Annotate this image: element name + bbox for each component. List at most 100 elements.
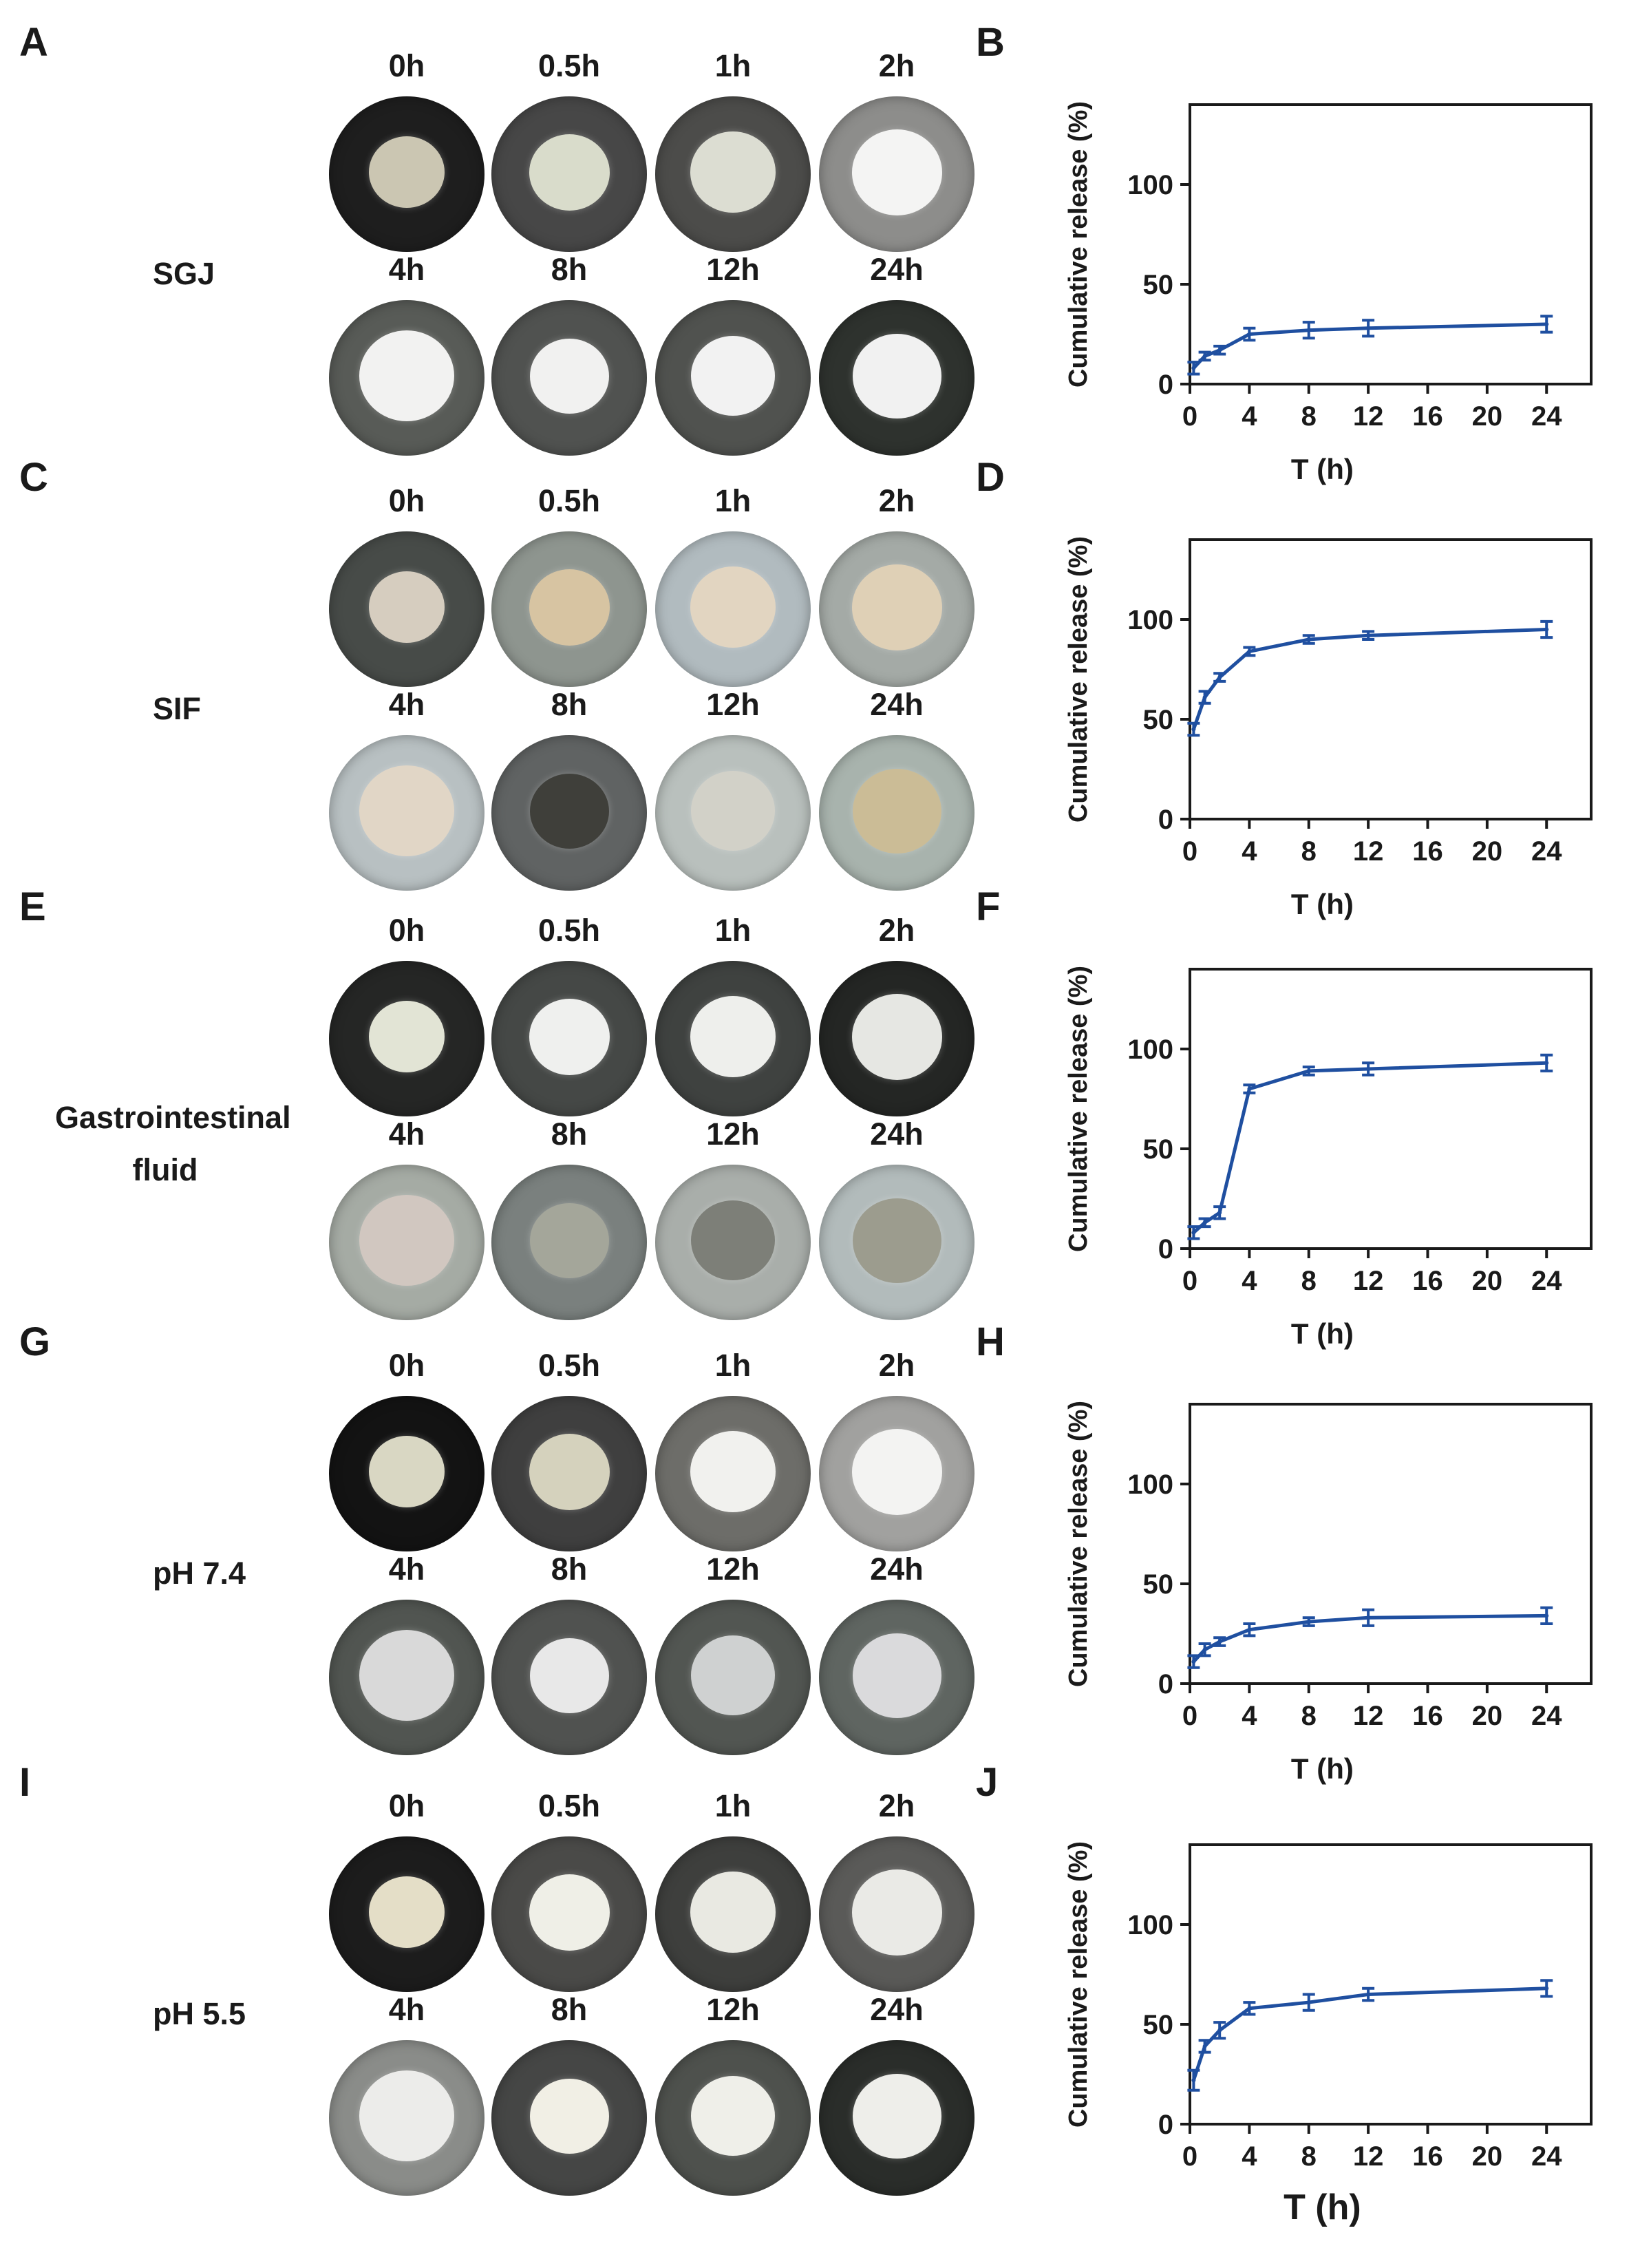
release-chart: 0 4 8 12 16 20 24 0 50 100 T (h) Cumulative release…	[1064, 101, 1593, 485]
x-tick-label: 0	[1182, 836, 1197, 867]
plot-frame	[1189, 538, 1593, 820]
time-label: 2h	[878, 1348, 915, 1383]
data-point	[1191, 727, 1196, 732]
sample-dish-photo	[655, 961, 811, 1116]
sample-disc	[690, 131, 776, 213]
photo-panel-letter: A	[19, 20, 48, 65]
x-tick-label: 24	[1531, 1701, 1562, 1731]
time-label: 12h	[706, 1992, 760, 2027]
release-curve	[1192, 1061, 1547, 1234]
time-label: 0h	[388, 1348, 425, 1383]
sample-disc	[529, 998, 610, 1075]
data-point	[1191, 2078, 1196, 2083]
condition-label: SGJ	[153, 256, 215, 291]
x-axis-label: T (h)	[1291, 1317, 1354, 1350]
sample-dish-photo	[819, 1600, 975, 1755]
x-axis-label: T (h)	[1291, 453, 1354, 485]
x-tick-label: 8	[1301, 836, 1317, 867]
x-tick-label: 4	[1242, 401, 1257, 432]
data-point	[1191, 1660, 1196, 1664]
sample-disc	[852, 2073, 941, 2159]
x-tick-label: 16	[1412, 2141, 1443, 2172]
y-tick-label: 100	[1127, 605, 1173, 635]
time-label: 12h	[706, 1551, 760, 1587]
sample-dish-photo	[491, 531, 647, 687]
time-label: 12h	[706, 1116, 760, 1152]
sample-disc	[369, 1876, 445, 1948]
sample-disc	[690, 566, 776, 648]
sample-dish-photo	[491, 1165, 647, 1320]
time-label: 24h	[870, 252, 924, 287]
sample-dish-photo	[491, 96, 647, 252]
x-tick-label: 16	[1412, 1701, 1443, 1731]
sample-dish-photo	[655, 1396, 811, 1551]
x-tick-label: 8	[1301, 1701, 1317, 1731]
sample-dish-photo	[491, 961, 647, 1116]
y-axis-label: Cumulative release (%)	[1064, 1401, 1093, 1687]
y-tick-label: 0	[1158, 2110, 1173, 2140]
x-tick-label: 4	[1242, 2141, 1257, 2172]
sample-dish-photo	[491, 1836, 647, 1992]
sample-dish-photo	[329, 96, 484, 252]
sample-disc	[691, 2076, 775, 2156]
sample-dish-photo	[655, 1836, 811, 1992]
sample-disc	[529, 134, 610, 211]
sample-disc	[851, 564, 942, 650]
sample-dish-photo	[819, 2040, 975, 2196]
data-point	[1247, 1087, 1252, 1091]
sample-dish-photo	[819, 735, 975, 891]
sample-disc	[852, 1633, 941, 1718]
x-tick-label: 8	[1301, 401, 1317, 432]
time-label: 24h	[870, 1551, 924, 1587]
x-axis-label: T (h)	[1291, 888, 1354, 920]
time-label: 2h	[878, 913, 915, 948]
y-tick-label: 100	[1127, 1035, 1173, 1065]
plot-frame	[1189, 103, 1593, 385]
data-point	[1217, 2028, 1222, 2033]
sample-disc	[359, 1630, 454, 1721]
release-chart: 0 4 8 12 16 20 24 0 50 100 T (h) Cumulative release…	[1064, 1401, 1593, 1785]
sample-dish-photo	[819, 1165, 975, 1320]
y-tick-label: 50	[1143, 2010, 1174, 2040]
sample-dish-photo	[491, 1396, 647, 1551]
sample-disc	[529, 569, 610, 646]
time-label: 4h	[388, 1992, 425, 2027]
data-point	[1202, 1220, 1207, 1225]
sample-dish-photo	[655, 300, 811, 456]
time-label: 0.5h	[537, 1788, 601, 1823]
time-label: 12h	[706, 252, 760, 287]
data-point	[1544, 1613, 1549, 1618]
x-tick-label: 0	[1182, 1701, 1197, 1731]
x-tick-label: 16	[1412, 401, 1443, 432]
sample-disc	[851, 129, 942, 215]
sample-dish-photo	[329, 1600, 484, 1755]
x-tick-label: 4	[1242, 1701, 1257, 1731]
time-label: 1h	[714, 48, 752, 83]
y-tick-label: 50	[1143, 1569, 1174, 1600]
time-label: 24h	[870, 687, 924, 722]
time-label: 24h	[870, 1992, 924, 2027]
data-point	[1366, 326, 1371, 330]
time-label: 8h	[551, 252, 588, 287]
sample-disc	[852, 768, 941, 854]
sample-disc	[691, 771, 775, 851]
sample-disc	[359, 2070, 454, 2161]
time-label: 4h	[388, 252, 425, 287]
photo-panel-letter: I	[19, 1760, 31, 1805]
data-point	[1217, 1210, 1222, 1215]
plot-frame	[1189, 1403, 1593, 1685]
data-point	[1306, 328, 1311, 332]
sample-disc	[369, 571, 445, 643]
sample-dish-photo	[329, 961, 484, 1116]
data-point	[1366, 1992, 1371, 1997]
x-tick-label: 20	[1472, 836, 1503, 867]
condition-label: pH 5.5	[153, 1996, 246, 2031]
x-tick-label: 20	[1472, 401, 1503, 432]
x-tick-label: 0	[1182, 401, 1197, 432]
data-point	[1202, 1647, 1207, 1652]
time-label: 0h	[388, 1788, 425, 1823]
sample-disc	[529, 1433, 610, 1510]
x-tick-label: 12	[1353, 2141, 1384, 2172]
chart-panel-letter: J	[976, 1760, 999, 1805]
y-tick-label: 50	[1143, 270, 1174, 300]
